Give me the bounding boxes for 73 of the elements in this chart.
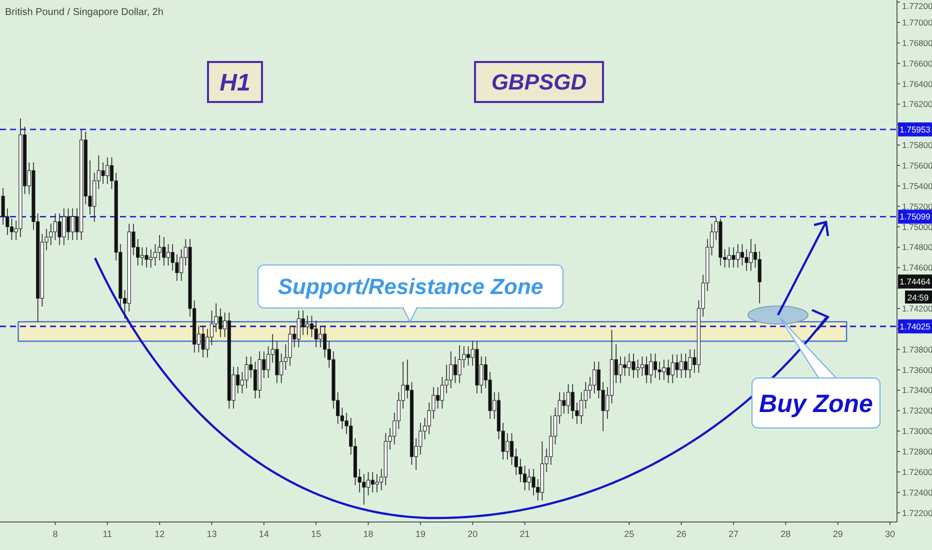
candlestick	[375, 474, 379, 493]
annotation: Support/Resistance Zone	[278, 274, 544, 300]
candlestick	[632, 353, 636, 378]
candlestick	[510, 432, 514, 466]
candlestick	[244, 356, 248, 389]
candlestick	[201, 325, 205, 358]
candlestick	[732, 246, 736, 268]
text: British Pound / Singapore Dollar, 2h	[5, 7, 164, 18]
candlestick	[362, 474, 366, 506]
candlestick	[66, 208, 70, 240]
x-tick-label: 21	[520, 529, 530, 539]
annotation: H1	[220, 69, 250, 96]
candlestick	[366, 472, 370, 496]
x-tick-label: 20	[468, 529, 478, 539]
candlestick	[301, 310, 305, 336]
candlestick	[662, 359, 666, 380]
x-tick-label: 19	[415, 529, 426, 539]
speech-bubble: Buy Zone	[752, 318, 880, 428]
annotation: Buy Zone	[759, 390, 874, 418]
candlestick	[218, 308, 222, 338]
candlestick	[418, 422, 422, 455]
candlestick	[653, 353, 658, 378]
annotation: GBPSGD	[491, 70, 587, 95]
candlestick	[675, 354, 679, 378]
candlestick	[166, 244, 170, 266]
candlestick	[744, 248, 748, 272]
candlestick	[532, 468, 536, 496]
x-tick-label: 13	[206, 529, 217, 539]
candlestick	[318, 325, 322, 348]
annotation: 1.74464	[900, 276, 931, 287]
candlestick	[640, 356, 644, 376]
x-tick-label: 14	[258, 529, 269, 539]
ref-line-label: 1.74025	[900, 321, 931, 332]
ref-line-label: 1.75953	[900, 124, 931, 134]
candlestick	[144, 246, 148, 268]
x-tick-label: 30	[885, 529, 896, 539]
candlestick	[53, 213, 58, 240]
candlestick	[266, 346, 270, 378]
x-tick-label: 8	[52, 529, 58, 539]
x-tick-label: 28	[780, 529, 791, 539]
candlestick	[562, 392, 566, 414]
x-tick-label: 15	[311, 529, 322, 539]
candlestick	[688, 348, 692, 378]
candlestick	[210, 310, 214, 346]
candlestick	[566, 384, 570, 414]
x-tick-label: 26	[676, 529, 686, 539]
candlestick	[466, 346, 470, 366]
candlestick	[666, 359, 670, 384]
candlestick	[644, 356, 648, 384]
candlestick	[175, 254, 179, 282]
x-tick-label: 12	[154, 529, 165, 539]
candlestick	[58, 213, 62, 246]
candlestick	[618, 356, 622, 384]
candlestick	[288, 325, 292, 366]
candlestick	[518, 458, 522, 483]
candlestick	[153, 244, 158, 266]
candlestick	[740, 244, 744, 266]
x-tick-label: 18	[363, 529, 374, 539]
text: 24:59	[907, 292, 929, 303]
candlestick	[10, 218, 14, 240]
candlestick	[453, 356, 458, 384]
x-tick-label: 29	[832, 529, 843, 539]
ref-line-label: 1.75099	[900, 212, 931, 222]
candlestick	[310, 315, 314, 338]
candlestick	[1, 188, 5, 226]
candlestick	[158, 234, 162, 261]
candlestick	[758, 250, 762, 304]
x-tick-label: 27	[728, 529, 739, 539]
x-tick-label: 25	[624, 529, 634, 539]
candlestick	[253, 361, 258, 399]
x-tick-label: 11	[102, 529, 112, 539]
candlestick	[101, 162, 105, 184]
candlestick	[296, 310, 301, 348]
